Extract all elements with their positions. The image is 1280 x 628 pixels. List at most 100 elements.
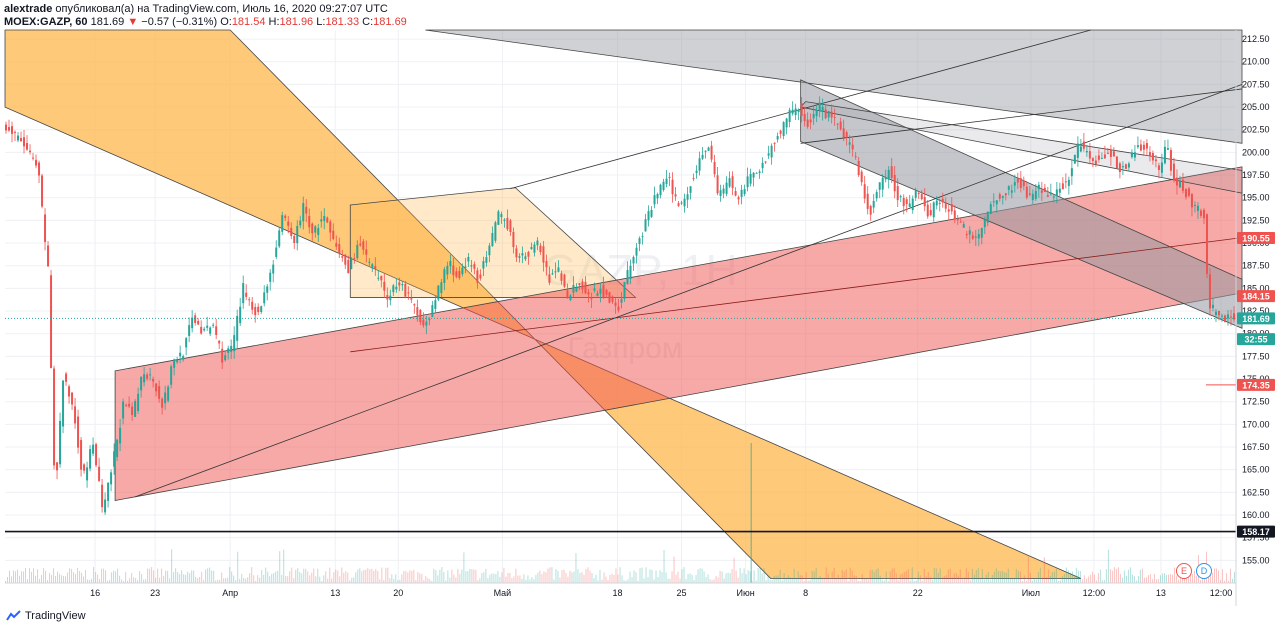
volume-bar [371, 568, 373, 583]
volume-bar [791, 578, 793, 583]
earnings-event-badge[interactable]: E [1176, 563, 1192, 579]
volume-bar [395, 574, 397, 583]
volume-bar [523, 574, 525, 583]
price-chart[interactable]: GAZP, 1H Газпром 155.00157.50160.00162.5… [0, 0, 1280, 606]
volume-bar [449, 577, 451, 583]
volume-bar [441, 567, 443, 583]
price-tick-label: 172.50 [1242, 397, 1270, 407]
volume-bar [75, 573, 77, 583]
time-tick-label: Июл [1022, 588, 1040, 598]
volume-bar [47, 580, 49, 583]
volume-bar [721, 571, 723, 583]
volume-bar [663, 549, 665, 583]
volume-bar [389, 578, 391, 583]
candle-body [398, 282, 401, 286]
candle-body [92, 444, 95, 454]
candle-body [902, 197, 905, 207]
volume-bar [755, 580, 757, 583]
volume-bar [781, 580, 783, 583]
volume-bar [907, 569, 909, 583]
volume-bar [491, 573, 493, 583]
candle-body [29, 150, 32, 153]
candle-body [326, 217, 329, 223]
candle-body [863, 184, 866, 199]
price-tick-label: 195.00 [1242, 193, 1270, 203]
candle-body [320, 219, 323, 222]
candle-body [410, 298, 413, 300]
candle-body [236, 315, 239, 341]
candle-body [131, 406, 134, 416]
volume-bar [847, 580, 849, 583]
candle-body [242, 283, 245, 304]
volume-bar [65, 576, 67, 583]
time-tick-label: 12:00 [1083, 588, 1106, 598]
candle-body [620, 298, 623, 303]
candle-body [422, 319, 425, 326]
volume-bar [437, 575, 439, 583]
volume-bar [917, 571, 919, 583]
candle-body [158, 386, 161, 399]
candle-body [179, 352, 182, 357]
candle-body [1037, 184, 1040, 190]
volume-bar [1027, 556, 1029, 583]
volume-bar [445, 580, 447, 583]
volume-bar [283, 549, 285, 583]
volume-bar [999, 571, 1001, 583]
dividend-event-badge[interactable]: D [1196, 563, 1212, 579]
candle-body [512, 231, 515, 248]
candle-body [407, 292, 410, 294]
volume-bar [87, 579, 89, 583]
volume-bar [287, 576, 289, 583]
candle-body [374, 266, 377, 269]
author-name[interactable]: alextrade [4, 3, 53, 15]
volume-bar [613, 574, 615, 583]
candle-body [566, 290, 569, 299]
candle-body [668, 176, 671, 178]
volume-bar [1221, 569, 1223, 583]
volume-bar [893, 567, 895, 583]
candle-body [359, 243, 362, 246]
volume-bar [433, 568, 435, 583]
candle-body [338, 244, 341, 254]
candle-body [593, 288, 596, 291]
volume-bar [677, 571, 679, 583]
volume-bar [865, 578, 867, 583]
volume-bar [1225, 573, 1227, 583]
volume-bar [457, 568, 459, 583]
candle-body [977, 234, 980, 239]
candle-body [17, 135, 20, 141]
volume-bar [1125, 575, 1127, 583]
volume-bar [1023, 575, 1025, 583]
candle-body [308, 216, 311, 228]
volume-bar [267, 571, 269, 583]
candle-body [89, 449, 92, 469]
candle-body [344, 254, 347, 265]
candle-body [5, 124, 7, 131]
candle-body [1226, 314, 1229, 319]
volume-bar [97, 574, 99, 583]
volume-bar [945, 575, 947, 583]
candle-body [449, 261, 452, 267]
symbol-label[interactable]: MOEX:GAZP, 60 [4, 16, 88, 28]
candle-body [770, 145, 773, 158]
candle-body [572, 285, 575, 293]
candle-body [425, 321, 428, 326]
price-label-text: 174.35 [1242, 380, 1270, 390]
volume-bar [63, 575, 65, 583]
candle-body [824, 109, 827, 119]
volume-bar [95, 572, 97, 583]
volume-bar [291, 567, 293, 583]
volume-bar [143, 579, 145, 583]
volume-bar [277, 570, 279, 583]
volume-bar [1053, 571, 1055, 583]
candle-body [1223, 315, 1226, 323]
tradingview-logo[interactable]: TradingView [6, 610, 86, 622]
orange-channel [4, 29, 1082, 579]
price-label-text: 190.55 [1242, 234, 1270, 244]
volume-bar [971, 568, 973, 583]
time-tick-label: 13 [1156, 588, 1166, 598]
volume-bar [461, 569, 463, 583]
volume-bar [603, 572, 605, 583]
volume-bar [133, 577, 135, 583]
volume-bar [67, 572, 69, 583]
